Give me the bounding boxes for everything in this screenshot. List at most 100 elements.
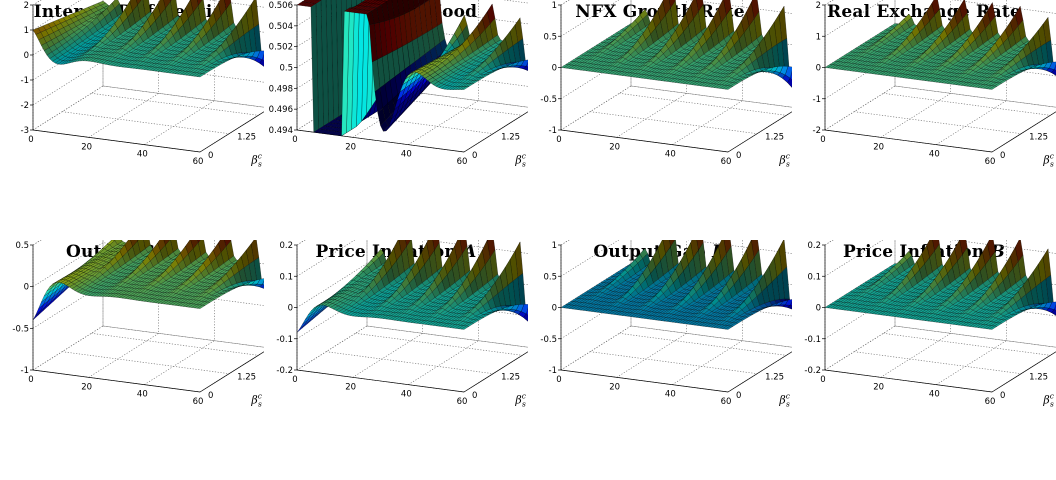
x-tick-label: 0 [292,135,297,145]
z-tick-label: 0.502 [269,43,293,53]
surface-mesh [824,240,1056,330]
x-tick-label: 40 [665,150,676,160]
x-tick-label: 20 [873,142,884,152]
z-tick-label: -0.5 [540,95,557,105]
y-tick-label: 0 [208,391,213,401]
z-tick-label: 0 [816,64,821,74]
y-axis-label-symbol: β [250,394,257,407]
chart-title-main: Price Inflation [842,242,991,262]
y-axis-label-sub: s [522,160,526,169]
y-axis-label-symbol: β [250,154,257,167]
x-tick-label: 0 [820,135,825,145]
chart-panel: Price Inflation A -0.2 -0.1 0 0.1 0.2 0 20 40 60 0… [264,240,528,480]
z-tick-label: -0.5 [12,324,29,334]
y-tick-label: 0 [472,391,477,401]
y-tick-label: 1.25 [237,133,256,143]
z-tick-label: 0.504 [269,22,293,32]
x-tick-label: 20 [345,382,356,392]
z-tick-label: -0.1 [804,335,821,345]
y-tick-label: 0 [472,151,477,161]
y-axis-label-sup: c [786,392,791,401]
z-tick-label: -1 [21,76,29,86]
y-axis-label: βc s [1042,392,1054,409]
z-tick-label: 1 [24,26,29,36]
y-axis-label-sup: c [258,152,263,161]
chart-panel: NFX Growth Rate-1-0.500.51020406001.252.… [528,0,792,240]
chart-panel: Price Inflation B -0.2 -0.1 0 0.1 0.2 0 20 40 60 0… [792,240,1056,480]
chart-panel: FX Market Mood0.4940.4960.4980.50.5020.5… [264,0,528,240]
chart-panel: Output Gap B-1-0.500.51020406001.252.5βc… [528,240,792,480]
surface-mesh [296,0,528,137]
y-axis-label-sub: s [1050,160,1054,169]
x-tick-label: 0 [556,375,561,385]
z-tick-label: 0.2 [807,241,821,251]
x-tick-label: 20 [81,142,92,152]
z-tick-label: -1 [21,366,29,376]
y-axis-label: βc s [514,392,526,409]
chart-panel: Interest Differential-3-2-1012020406001.… [0,0,264,240]
x-tick-label: 20 [81,382,92,392]
y-axis-label: βc s [250,152,262,169]
surface-mesh [824,0,1056,90]
z-tick-label: 0.1 [279,272,293,282]
y-tick-label: 1.25 [1029,133,1048,143]
x-tick-label: 40 [137,150,148,160]
y-axis-label-sup: c [1050,152,1055,161]
z-tick-label: 0.506 [269,1,293,11]
x-tick-label: 40 [401,150,412,160]
y-tick-label: 1.25 [501,133,520,143]
x-tick-label: 60 [721,157,732,167]
x-tick-label: 40 [401,390,412,400]
surface-mesh [32,240,264,321]
x-tick-label: 60 [457,157,468,167]
x-tick-label: 60 [985,157,996,167]
y-tick-label: 0 [736,391,741,401]
z-tick-label: 0.5 [15,241,29,251]
y-axis-label-sup: c [258,392,263,401]
y-axis-label-sup: c [522,152,527,161]
x-tick-label: 60 [193,397,204,407]
z-tick-label: -1 [549,366,557,376]
x-tick-label: 0 [292,375,297,385]
x-tick-label: 20 [345,142,356,152]
z-tick-label: 1 [816,32,821,42]
y-tick-label: 1.25 [501,373,520,383]
y-tick-label: 0 [736,151,741,161]
z-tick-label: -0.1 [276,335,293,345]
z-tick-label: 0.2 [279,241,293,251]
y-axis-label-sub: s [258,400,262,409]
z-tick-label: -0.2 [276,366,293,376]
y-axis-label: βc s [778,392,790,409]
surface-mesh [296,240,528,333]
x-tick-label: 60 [985,397,996,407]
chart-title: Real Exchange Rate [792,2,1056,22]
z-tick-label: 1 [552,1,557,11]
y-tick-label: 1.25 [765,133,784,143]
x-tick-label: 0 [820,375,825,385]
y-tick-label: 1.25 [765,373,784,383]
y-tick-label: 0 [1000,391,1005,401]
y-axis-label-symbol: β [514,154,521,167]
x-tick-label: 20 [609,382,620,392]
x-tick-label: 40 [929,390,940,400]
y-axis-label-symbol: β [514,394,521,407]
z-tick-label: 0.496 [269,105,293,115]
y-axis-label-symbol: β [1042,154,1049,167]
surface-mesh [560,0,792,90]
y-axis-label-sub: s [522,400,526,409]
x-tick-label: 0 [28,375,33,385]
y-axis-label: βc s [1042,152,1054,169]
axis-box [824,0,1056,153]
y-axis-label: βc s [514,152,526,169]
y-tick-label: 1.25 [1029,373,1048,383]
z-tick-label: 0 [288,304,293,314]
z-tick-label: 2 [816,1,821,11]
x-tick-label: 0 [28,135,33,145]
z-tick-label: 0.5 [279,64,293,74]
